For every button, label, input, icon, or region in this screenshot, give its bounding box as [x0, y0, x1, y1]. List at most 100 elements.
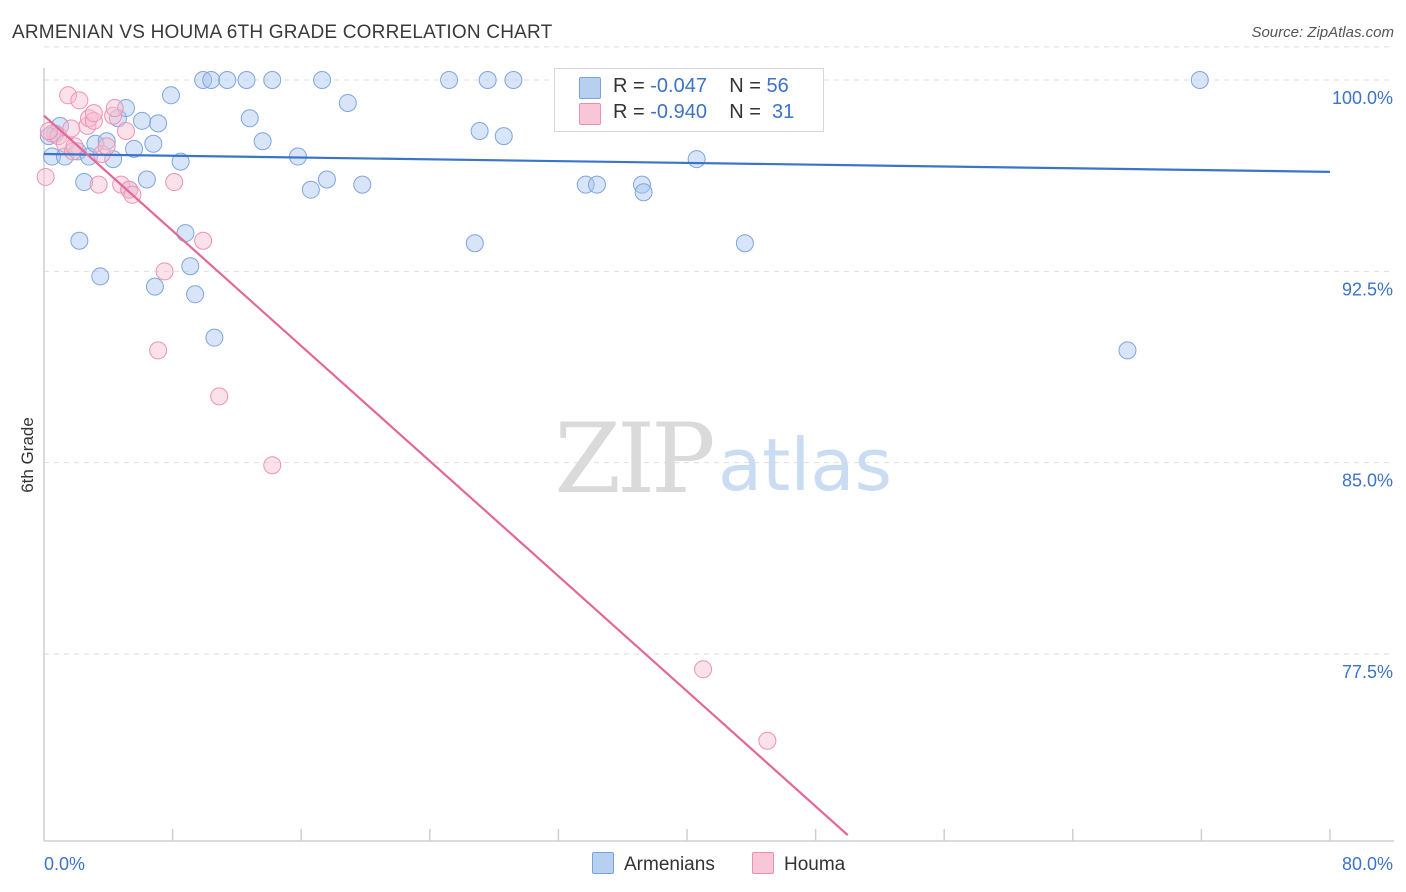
legend-r-label: R = [613, 101, 645, 123]
point-armenians [440, 71, 459, 89]
point-armenians [149, 114, 168, 133]
series-houma [36, 86, 777, 750]
legend-n-value-armenians: 56 [766, 75, 789, 97]
trend-line-houma [43, 114, 849, 836]
point-houma [62, 119, 81, 138]
y-tick-label: 100.0% [1332, 88, 1393, 108]
y-tick-label: 92.5% [1342, 279, 1393, 299]
point-armenians [1190, 71, 1209, 89]
point-armenians [39, 127, 58, 146]
legend-n-label: N = [729, 101, 761, 123]
point-armenians [465, 234, 484, 253]
point-armenians [504, 71, 523, 89]
point-armenians [145, 277, 164, 296]
point-armenians [301, 180, 320, 199]
point-houma [120, 180, 139, 199]
point-houma [104, 106, 123, 125]
point-houma [155, 262, 174, 281]
y-tick-label: 85.0% [1342, 471, 1393, 491]
point-armenians [263, 71, 282, 89]
point-houma [694, 660, 713, 679]
point-houma [80, 109, 99, 128]
point-armenians [91, 267, 110, 286]
point-armenians [70, 231, 89, 250]
point-armenians [338, 93, 357, 112]
point-houma [105, 99, 124, 118]
point-houma [59, 86, 78, 105]
point-armenians [735, 234, 754, 253]
tick-labels: 100.0% 92.5% 85.0% 77.5% 0.0% 80.0% [44, 88, 1393, 874]
point-armenians [186, 285, 205, 304]
point-armenians [587, 175, 606, 194]
point-armenians [478, 71, 497, 89]
point-armenians [237, 71, 256, 89]
point-houma [263, 456, 282, 475]
legend-n-label: N = [729, 75, 761, 97]
point-houma [84, 104, 103, 123]
point-houma [194, 231, 213, 250]
chart-title: ARMENIAN VS HOUMA 6TH GRADE CORRELATION … [12, 22, 553, 43]
legend-r-label: R = [613, 75, 645, 97]
legend-n-value-houma: 31 [772, 101, 795, 123]
point-houma [758, 731, 777, 750]
point-houma [84, 111, 103, 130]
watermark-atlas: atlas [718, 423, 892, 507]
point-houma [89, 175, 108, 194]
point-armenians [494, 127, 513, 146]
point-houma [65, 137, 84, 156]
point-armenians [205, 328, 224, 347]
point-houma [39, 122, 58, 141]
point-armenians [75, 173, 94, 192]
point-houma [210, 387, 229, 406]
point-armenians [317, 170, 336, 189]
trend-line-armenians [43, 152, 1331, 173]
point-armenians [171, 152, 190, 171]
bottom-legend-houma: Houma [752, 852, 845, 876]
gridlines [44, 46, 1394, 655]
point-armenians [687, 150, 706, 169]
point-armenians [161, 86, 180, 105]
point-armenians [634, 183, 653, 202]
bottom-legend-swatch-armenians [592, 852, 614, 874]
point-armenians [43, 147, 62, 166]
legend-r-value-houma: -0.940 [650, 101, 707, 123]
point-houma [70, 91, 89, 110]
point-houma [116, 122, 135, 141]
y-tick-label: 77.5% [1342, 662, 1393, 682]
point-houma [36, 167, 55, 186]
point-armenians [218, 71, 237, 89]
point-houma [165, 173, 184, 192]
point-armenians [137, 170, 156, 189]
point-armenians [125, 139, 144, 158]
bottom-legend-swatch-houma [752, 852, 774, 874]
point-armenians [240, 109, 259, 128]
legend-swatch-armenians [579, 77, 601, 99]
bottom-legend-armenians: Armenians [592, 852, 715, 876]
x-tick-label: 0.0% [44, 854, 85, 874]
point-armenians [470, 122, 489, 141]
point-houma [97, 137, 116, 156]
bottom-legend-label-armenians: Armenians [624, 854, 715, 875]
point-armenians [1118, 341, 1137, 360]
trend-lines [43, 114, 1331, 836]
point-houma [149, 341, 168, 360]
point-armenians [133, 111, 152, 130]
point-armenians [176, 224, 195, 243]
point-armenians [353, 175, 372, 194]
x-tick-label: 80.0% [1342, 854, 1393, 874]
source-note: Source: ZipAtlas.com [1251, 24, 1394, 41]
axes [43, 68, 1394, 842]
legend-r-value-armenians: -0.047 [650, 75, 707, 97]
bottom-legend-label-houma: Houma [784, 854, 846, 875]
point-armenians [86, 134, 105, 153]
y-axis-label: 6th Grade [18, 417, 37, 493]
point-armenians [144, 134, 163, 153]
watermark: ZIP atlas [554, 403, 892, 515]
point-armenians [202, 71, 221, 89]
point-armenians [181, 257, 200, 276]
watermark-zip: ZIP [554, 403, 713, 515]
correlation-legend: R = -0.047 N = 56 R = -0.940 N = 31 [554, 68, 824, 132]
legend-swatch-houma [579, 103, 601, 125]
point-armenians [253, 132, 272, 151]
